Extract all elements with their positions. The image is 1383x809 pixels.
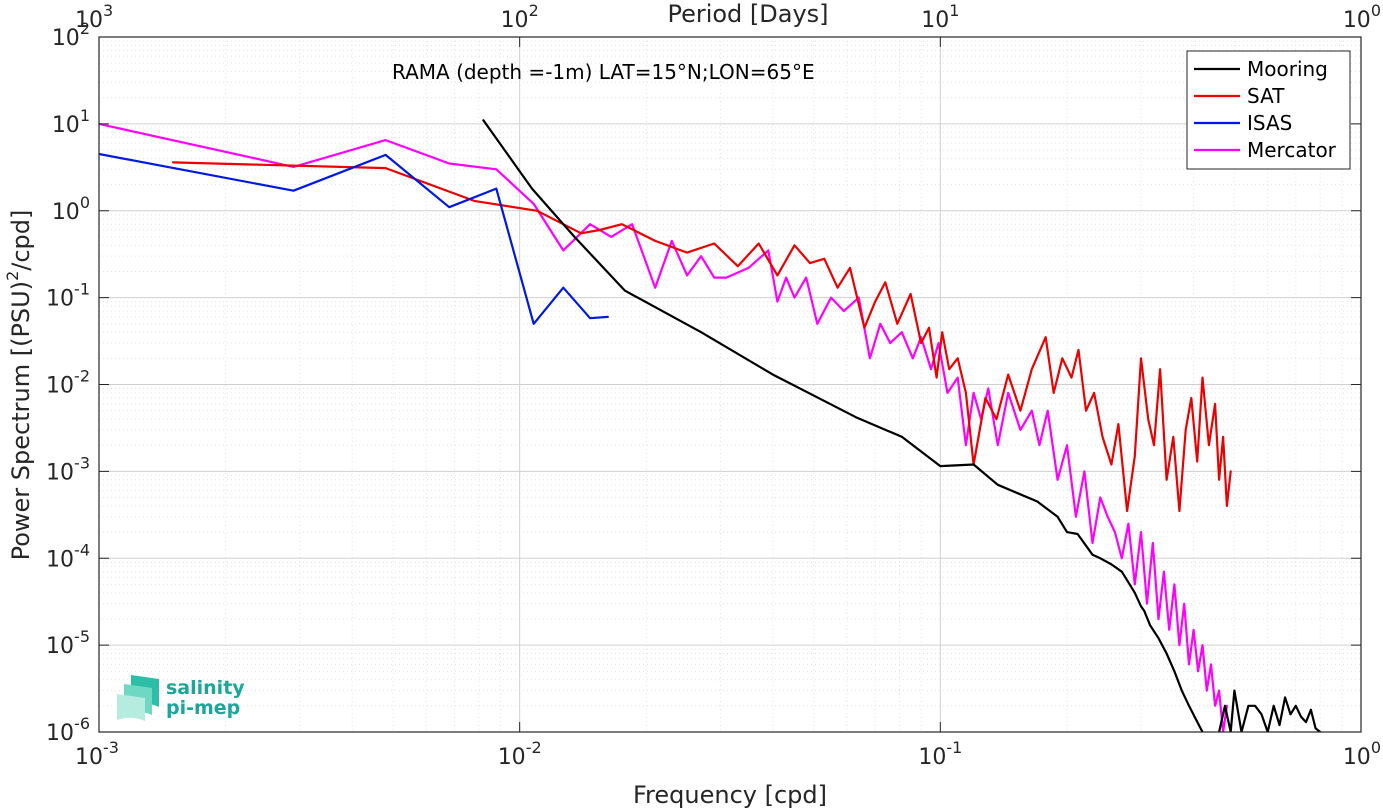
y-tick-label-base: 10 (46, 460, 74, 485)
y-axis-label-main: Power Spectrum [(PSU) (7, 281, 35, 560)
chart-annotation: RAMA (depth =-1m) LAT=15°N;LON=65°E (392, 60, 815, 84)
y-tick-label-exp: -5 (74, 627, 90, 646)
y-tick-label-exp: -4 (74, 540, 90, 559)
y-tick-label: 100 (52, 193, 90, 225)
y-tick-label: 10-4 (46, 540, 90, 572)
y-tick-label-base: 10 (46, 634, 74, 659)
top-tick-label-exp: 0 (1371, 1, 1381, 20)
series-line-mooring (482, 119, 1322, 732)
y-tick-label-base: 10 (46, 547, 74, 572)
legend-items: Mooring SAT ISAS Mercator (1194, 57, 1337, 162)
y-tick-label-base: 10 (52, 113, 80, 138)
y-axis-label-tail: /cpd] (7, 210, 35, 271)
x-tick-label: 10-3 (75, 738, 119, 770)
y-tick-label: 101 (52, 106, 90, 138)
top-tick-label-base: 10 (921, 8, 949, 33)
y-tick-label-exp: -3 (74, 453, 90, 472)
series-line-sat (172, 161, 1232, 513)
legend-label-isas: ISAS (1247, 111, 1292, 135)
x-axis-label: Frequency [cpd] (633, 781, 827, 809)
series-line-isas (99, 152, 609, 325)
series-layer (99, 119, 1322, 732)
x-tick-label-exp: 0 (1371, 738, 1381, 757)
top-tick-label: 102 (501, 1, 539, 33)
series-line-mercator (99, 122, 1229, 732)
x-tick-label-base: 10 (1343, 745, 1371, 770)
y-tick-label-base: 10 (46, 287, 74, 312)
legend-label-mooring: Mooring (1247, 57, 1328, 81)
x-tick-label-base: 10 (918, 745, 946, 770)
y-axis-label-sup: 2 (3, 271, 22, 281)
x-tick-label-exp: -1 (946, 738, 962, 757)
top-tick-label-exp: 3 (103, 1, 113, 20)
y-tick-label-base: 10 (52, 200, 80, 225)
x-tick-label-exp: -3 (103, 738, 119, 757)
y-tick-label-exp: 0 (80, 193, 90, 212)
x-tick-label: 10-2 (498, 738, 542, 770)
top-tick-label: 100 (1343, 1, 1381, 33)
y-tick-label-base: 10 (52, 26, 80, 51)
x-tick-label-base: 10 (75, 745, 103, 770)
y-tick-label-exp: -2 (74, 367, 90, 386)
top-axis-label: Period [Days] (667, 0, 828, 28)
top-tick-label-exp: 2 (529, 1, 539, 20)
top-tick-label-base: 10 (1343, 8, 1371, 33)
x-tick-label-exp: -2 (526, 738, 542, 757)
y-tick-label-exp: 1 (80, 106, 90, 125)
y-tick-label: 10-2 (46, 367, 90, 399)
x-tick-label: 100 (1343, 738, 1381, 770)
legend: Mooring SAT ISAS Mercator (1186, 50, 1351, 170)
x-tick-label-base: 10 (498, 745, 526, 770)
legend-label-mercator: Mercator (1247, 138, 1337, 162)
y-tick-label-exp: -6 (74, 714, 90, 733)
y-axis-label: Power Spectrum [(PSU)2/cpd] (3, 210, 35, 561)
top-tick-label-base: 10 (501, 8, 529, 33)
salinity-pi-mep-logo: salinity pi-mep (117, 675, 245, 721)
top-tick-labels: 103 102 101 100 (75, 1, 1381, 33)
top-tick-label-base: 10 (75, 8, 103, 33)
x-tick-label: 10-1 (918, 738, 962, 770)
y-tick-label-exp: -1 (74, 280, 90, 299)
y-tick-label-base: 10 (46, 721, 74, 746)
top-tick-label: 101 (921, 1, 959, 33)
y-tick-label: 10-1 (46, 280, 90, 312)
tick-marks (98, 36, 1362, 733)
y-tick-label: 10-3 (46, 453, 90, 485)
y-tick-label: 10-6 (46, 714, 90, 746)
y-tick-label: 102 (52, 19, 90, 51)
y-tick-label: 10-5 (46, 627, 90, 659)
x-tick-labels: 10-3 10-2 10-1 100 (75, 738, 1381, 770)
logo-wave-front-icon (117, 694, 145, 721)
top-tick-label-exp: 1 (949, 1, 959, 20)
y-tick-label-exp: 2 (80, 19, 90, 38)
legend-label-sat: SAT (1247, 84, 1285, 108)
logo-line2: pi-mep (166, 697, 240, 719)
top-tick-label: 103 (75, 1, 113, 33)
y-tick-label-base: 10 (46, 374, 74, 399)
logo-line1: salinity (166, 677, 245, 699)
